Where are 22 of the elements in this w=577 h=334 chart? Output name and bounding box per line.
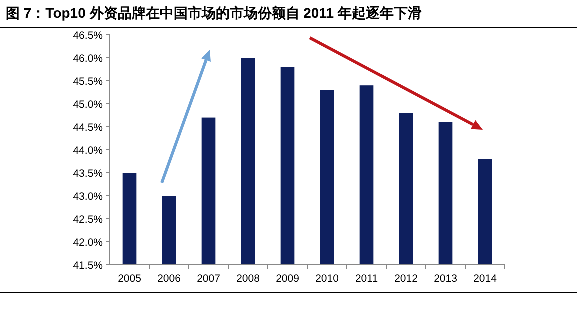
y-tick-label: 43.0% — [73, 191, 103, 203]
y-tick-label: 42.0% — [73, 237, 103, 249]
y-tick-label: 46.5% — [73, 30, 103, 42]
y-tick-label: 45.0% — [73, 99, 103, 111]
x-tick-label: 2012 — [394, 273, 418, 285]
x-tick-label: 2006 — [158, 273, 182, 285]
x-tick-label: 2013 — [434, 273, 458, 285]
y-tick-label: 44.5% — [73, 122, 103, 134]
y-tick-label: 41.5% — [73, 260, 103, 272]
x-tick-label: 2010 — [316, 273, 340, 285]
y-tick-label: 45.5% — [73, 76, 103, 88]
y-tick-label: 46.0% — [73, 53, 103, 65]
x-tick-label: 2005 — [118, 273, 142, 285]
y-tick-label: 42.5% — [73, 214, 103, 226]
y-tick-label: 44.0% — [73, 145, 103, 157]
x-tick-label: 2014 — [474, 273, 498, 285]
x-tick-label: 2011 — [355, 273, 378, 285]
x-tick-label: 2008 — [236, 273, 260, 285]
x-tick-label: 2009 — [276, 273, 300, 285]
y-tick-label: 43.5% — [73, 168, 103, 180]
chart-title: 图 7：Top10 外资品牌在中国市场的市场份额自 2011 年起逐年下滑 — [6, 5, 422, 21]
x-tick-label: 2007 — [197, 273, 221, 285]
